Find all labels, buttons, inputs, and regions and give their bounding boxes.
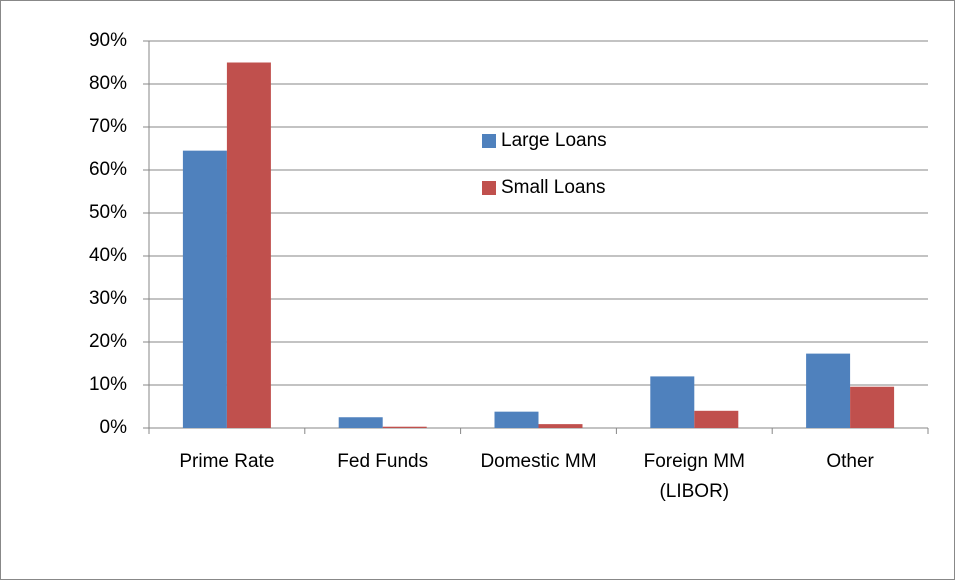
legend-swatch (482, 134, 496, 148)
y-tick-label: 80% (89, 73, 127, 94)
y-tick-label: 30% (89, 288, 127, 309)
y-tick-label: 0% (100, 417, 128, 438)
x-tick-label: Fed Funds (337, 451, 429, 472)
y-tick-label: 90% (89, 30, 127, 51)
x-tick-label: Foreign MM (LIBOR) (643, 451, 745, 502)
y-tick-label: 50% (89, 202, 127, 223)
bar (382, 426, 427, 428)
bar (850, 386, 895, 428)
bar (538, 424, 583, 428)
y-tick-label: 70% (89, 116, 127, 137)
bar (694, 410, 739, 428)
x-tick-label: Domestic MM (480, 451, 597, 472)
bar (226, 62, 271, 428)
y-tick-label: 40% (89, 245, 127, 266)
legend-swatch (482, 181, 496, 195)
bar (338, 417, 383, 428)
bar (650, 376, 695, 428)
legend-label: Small Loans (501, 177, 606, 198)
legend-label: Large Loans (501, 130, 607, 151)
bar (182, 150, 227, 428)
x-tick-label: Prime Rate (179, 451, 275, 472)
x-tick-label: Other (826, 451, 874, 472)
bar (494, 411, 539, 428)
y-tick-label: 20% (89, 331, 127, 352)
y-tick-label: 60% (89, 159, 127, 180)
y-tick-label: 10% (89, 374, 127, 395)
bar (806, 353, 851, 428)
